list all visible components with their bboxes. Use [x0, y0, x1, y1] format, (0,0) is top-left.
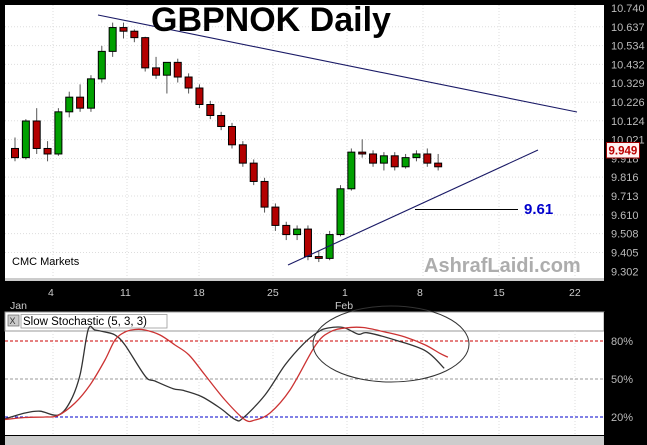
svg-text:9.816: 9.816 — [611, 172, 639, 184]
svg-text:9.405: 9.405 — [611, 247, 639, 259]
svg-text:Feb: Feb — [335, 300, 353, 312]
svg-text:4: 4 — [48, 287, 54, 299]
svg-text:9.508: 9.508 — [611, 229, 639, 241]
svg-text:9.713: 9.713 — [611, 191, 639, 203]
svg-text:10.124: 10.124 — [611, 116, 645, 128]
svg-text:10.637: 10.637 — [611, 22, 645, 34]
svg-text:10.740: 10.740 — [611, 3, 645, 15]
svg-text:GBPNOK Daily: GBPNOK Daily — [151, 1, 391, 39]
svg-text:AshrafLaidi.com: AshrafLaidi.com — [424, 255, 581, 277]
svg-text:22: 22 — [569, 287, 581, 299]
svg-text:20%: 20% — [611, 412, 633, 424]
svg-text:18: 18 — [193, 287, 205, 299]
svg-text:9.302: 9.302 — [611, 266, 639, 278]
svg-text:50%: 50% — [611, 374, 633, 386]
svg-text:9.61: 9.61 — [524, 201, 553, 218]
svg-text:25: 25 — [267, 287, 279, 299]
svg-text:10.432: 10.432 — [611, 59, 645, 71]
svg-text:1: 1 — [342, 287, 348, 299]
svg-text:9.949: 9.949 — [609, 146, 638, 158]
svg-text:CMC Markets: CMC Markets — [12, 256, 80, 268]
svg-text:8: 8 — [417, 287, 423, 299]
svg-text:X: X — [10, 316, 16, 326]
svg-text:Jan: Jan — [10, 300, 27, 312]
svg-text:11: 11 — [120, 287, 131, 299]
svg-text:10.534: 10.534 — [611, 41, 645, 53]
svg-text:Slow Stochastic (5, 3, 3): Slow Stochastic (5, 3, 3) — [23, 316, 147, 328]
svg-text:10.329: 10.329 — [611, 78, 645, 90]
svg-text:15: 15 — [493, 287, 505, 299]
svg-text:10.226: 10.226 — [611, 97, 645, 109]
svg-text:9.610: 9.610 — [611, 210, 639, 222]
svg-text:80%: 80% — [611, 336, 633, 348]
